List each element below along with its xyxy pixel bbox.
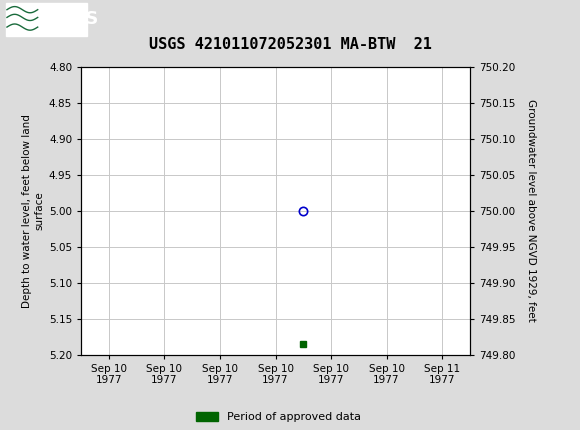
Y-axis label: Groundwater level above NGVD 1929, feet: Groundwater level above NGVD 1929, feet — [527, 99, 536, 322]
Y-axis label: Depth to water level, feet below land
surface: Depth to water level, feet below land su… — [23, 114, 45, 307]
Text: USGS: USGS — [44, 10, 99, 28]
Bar — [6, 3, 87, 36]
Text: USGS 421011072052301 MA-BTW  21: USGS 421011072052301 MA-BTW 21 — [148, 37, 432, 52]
Legend: Period of approved data: Period of approved data — [196, 412, 361, 422]
